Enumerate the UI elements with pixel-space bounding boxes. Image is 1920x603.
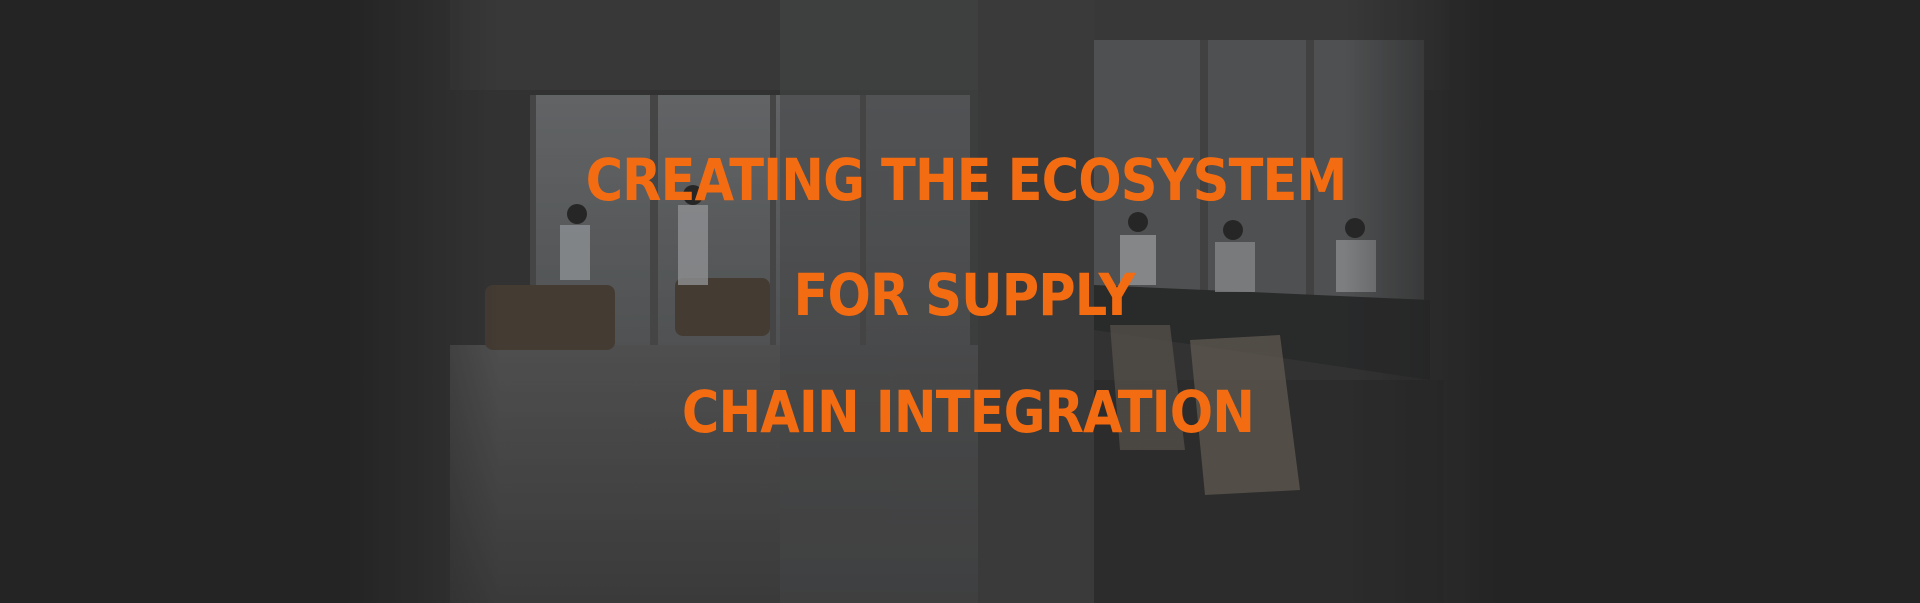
headline-line-2: FOR SUPPLY — [793, 261, 1135, 329]
headline-line-3: CHAIN INTEGRATION — [681, 378, 1255, 446]
headline-line-1: CREATING THE ECOSYSTEM — [585, 146, 1348, 214]
